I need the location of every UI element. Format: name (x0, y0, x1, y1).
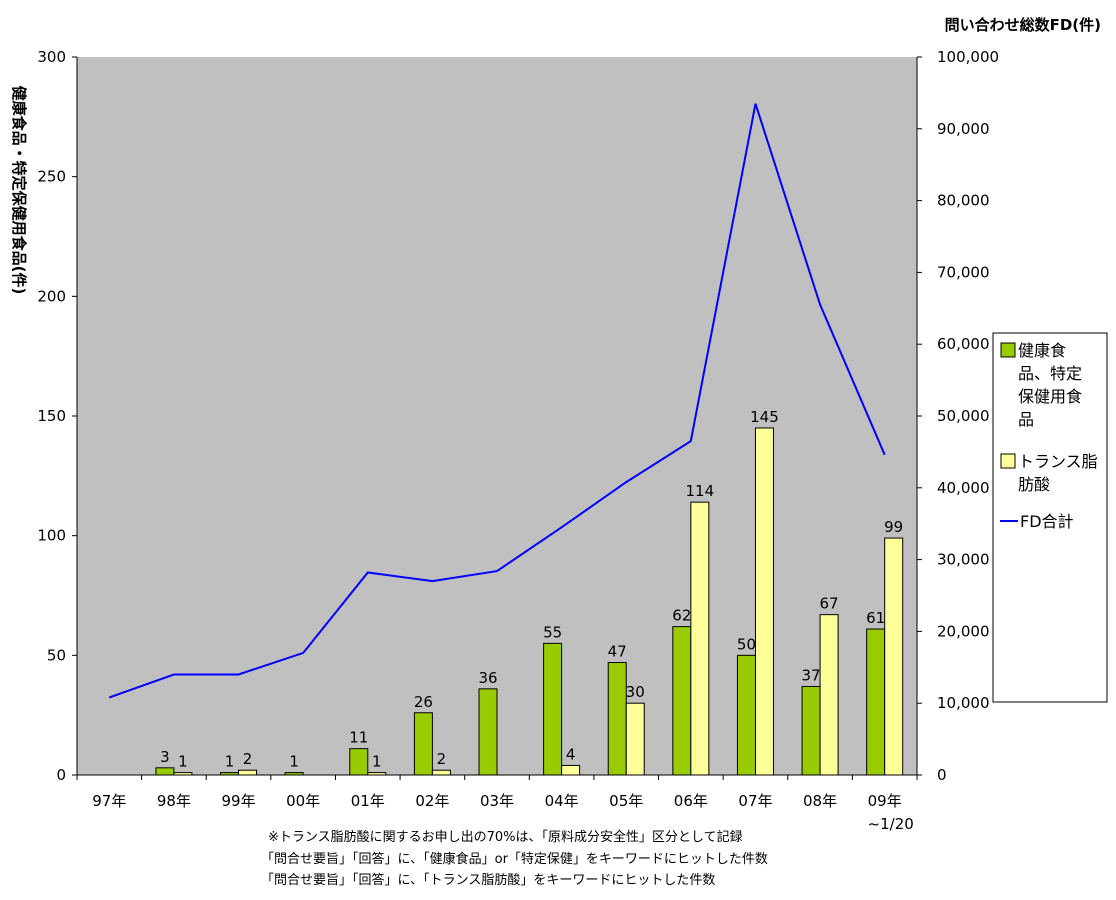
note-line-3: 「問合せ要旨」「回答」に、「トランス脂肪酸」をキーワードにヒットした件数 (261, 872, 715, 888)
legend: 健康食 品、特定 保健用食 品 トランス脂 肪酸 FD合計 (993, 333, 1107, 702)
bar-health-10 (737, 655, 755, 775)
bar-health-4 (350, 749, 368, 775)
bar-health-9 (673, 627, 691, 775)
data-label-health-4: 11 (349, 729, 368, 747)
data-label-health-3: 1 (289, 753, 299, 771)
data-label-trans-12: 99 (884, 518, 903, 536)
bar-trans-5 (432, 770, 450, 775)
x-tick-label-12: 09年 (868, 792, 902, 810)
legend-swatch-trans (1001, 454, 1015, 468)
left-axis-title: 健康食品・特定保健用食品(件) (10, 86, 28, 295)
left-tick-label-3: 150 (37, 407, 66, 425)
bar-trans-11 (820, 615, 838, 775)
data-label-health-12: 61 (866, 609, 885, 627)
bar-health-5 (414, 713, 432, 775)
right-axis-ticks: 0 10,000 20,000 30,000 40,000 50,000 60,000 70,… (917, 48, 999, 784)
data-label-health-7: 55 (543, 623, 562, 641)
x-tick-label-9: 06年 (674, 792, 708, 810)
data-label-health-8: 47 (608, 643, 627, 661)
x-tick-sublabel-12: ~1/20 (868, 815, 914, 833)
right-tick-label-1: 10,000 (937, 694, 990, 712)
bar-health-7 (544, 643, 562, 775)
data-label-health-2: 1 (225, 753, 235, 771)
left-tick-label-4: 200 (37, 287, 66, 305)
bar-health-6 (479, 689, 497, 775)
x-tick-label-0: 97年 (92, 792, 126, 810)
right-tick-label-4: 40,000 (937, 479, 990, 497)
data-label-health-11: 37 (802, 666, 821, 684)
x-tick-label-1: 98年 (157, 792, 191, 810)
right-axis-title: 問い合わせ総数FD(件) (945, 16, 1101, 34)
data-label-trans-2: 2 (243, 750, 253, 768)
x-tick-label-2: 99年 (221, 792, 255, 810)
data-label-health-1: 3 (160, 748, 170, 766)
data-label-health-10: 50 (737, 635, 756, 653)
right-tick-label-10: 100,000 (937, 48, 999, 66)
right-tick-label-3: 30,000 (937, 551, 990, 569)
x-tick-label-8: 05年 (609, 792, 643, 810)
x-tick-label-11: 08年 (803, 792, 837, 810)
right-tick-label-6: 60,000 (937, 335, 990, 353)
data-label-health-5: 26 (414, 693, 433, 711)
data-label-trans-11: 67 (820, 595, 839, 613)
right-tick-label-7: 70,000 (937, 263, 990, 281)
x-tick-label-7: 04年 (545, 792, 579, 810)
left-tick-label-2: 100 (37, 527, 66, 545)
data-label-trans-10: 145 (750, 408, 779, 426)
bar-trans-10 (755, 428, 773, 775)
x-tick-label-4: 01年 (351, 792, 385, 810)
data-label-health-9: 62 (672, 607, 691, 625)
x-tick-label-10: 07年 (738, 792, 772, 810)
data-label-trans-7: 4 (566, 745, 576, 763)
bar-health-8 (608, 663, 626, 775)
right-tick-label-5: 50,000 (937, 407, 990, 425)
data-label-trans-1: 1 (178, 753, 188, 771)
bar-trans-2 (239, 770, 257, 775)
bar-trans-7 (562, 765, 580, 775)
bar-trans-12 (885, 538, 903, 775)
data-label-health-6: 36 (478, 669, 497, 687)
bar-trans-9 (691, 502, 709, 775)
x-tick-label-5: 02年 (415, 792, 449, 810)
bar-health-1 (156, 768, 174, 775)
bar-health-11 (802, 686, 820, 775)
data-label-trans-9: 114 (686, 482, 715, 500)
left-tick-label-6: 300 (37, 48, 66, 66)
left-tick-label-5: 250 (37, 168, 66, 186)
x-axis-ticks: 97年 98年 99年 00年 01年 02年 03年 04年 05年 06年 07年 08年 09年 ~… (77, 775, 917, 833)
data-label-trans-4: 1 (372, 753, 382, 771)
right-tick-label-0: 0 (937, 766, 947, 784)
right-tick-label-9: 90,000 (937, 120, 990, 138)
left-axis-ticks: 0 50 100 150 200 250 300 (37, 48, 77, 784)
data-label-trans-8: 30 (626, 683, 645, 701)
left-tick-label-0: 0 (56, 766, 66, 784)
data-label-trans-5: 2 (437, 750, 447, 768)
bar-trans-8 (626, 703, 644, 775)
plot-area (77, 57, 917, 775)
bar-health-12 (867, 629, 885, 775)
note-line-2: 「問合せ要旨」「回答」に、「健康食品」or「特定保健」をキーワードにヒットした件… (261, 851, 768, 867)
x-tick-label-3: 00年 (286, 792, 320, 810)
legend-swatch-health (1001, 343, 1015, 357)
notes: ※トランス脂肪酸に関するお申し出の70%は、「原料成分安全性」区分として記録 「… (261, 829, 768, 888)
left-tick-label-1: 50 (47, 646, 66, 664)
right-tick-label-2: 20,000 (937, 622, 990, 640)
note-line-1: ※トランス脂肪酸に関するお申し出の70%は、「原料成分安全性」区分として記録 (268, 829, 743, 845)
legend-label-fd: FD合計 (1020, 512, 1074, 531)
x-tick-label-6: 03年 (480, 792, 514, 810)
right-tick-label-8: 80,000 (937, 192, 990, 210)
